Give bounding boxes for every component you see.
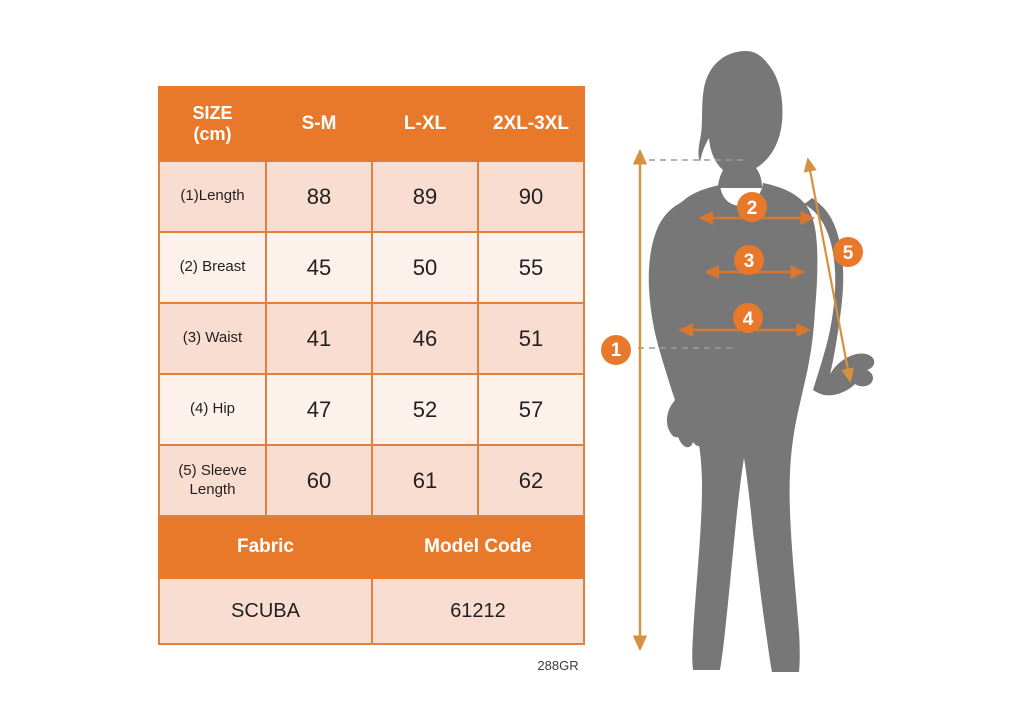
badge-sleeve: 5 [833, 237, 863, 267]
table-row: (4) Hip 47 52 57 [158, 373, 585, 446]
table-footer-value-row: SCUBA 61212 [158, 577, 585, 645]
table-row: (2) Breast 45 50 55 [158, 231, 585, 304]
cell-sleeve-2xl-3xl: 62 [477, 444, 585, 517]
cell-hip-l-xl: 52 [371, 373, 479, 446]
header-size-cell: SIZE (cm) [158, 86, 267, 162]
cell-breast-l-xl: 50 [371, 231, 479, 304]
footer-fabric-value: SCUBA [158, 577, 373, 645]
cell-length-s-m: 88 [265, 160, 373, 233]
row-label-sleeve-length: (5) Sleeve Length [158, 444, 267, 517]
badge-breast: 2 [737, 192, 767, 222]
footer-model-code-label: Model Code [371, 515, 585, 579]
cell-hip-2xl-3xl: 57 [477, 373, 585, 446]
badge-length: 1 [601, 335, 631, 365]
cell-breast-s-m: 45 [265, 231, 373, 304]
measurement-figure: 1 2 3 4 5 [596, 30, 916, 690]
table-row: (3) Waist 41 46 51 [158, 302, 585, 375]
table-row: (1)Length 88 89 90 [158, 160, 585, 233]
table-footer-header-row: Fabric Model Code [158, 515, 585, 579]
header-size-unit: (cm) [193, 124, 232, 144]
footer-fabric-label: Fabric [158, 515, 373, 579]
cell-waist-l-xl: 46 [371, 302, 479, 375]
svg-text:3: 3 [744, 251, 755, 272]
header-col-s-m: S-M [265, 86, 373, 162]
cell-waist-2xl-3xl: 51 [477, 302, 585, 375]
svg-text:1: 1 [611, 340, 622, 361]
row-label-breast: (2) Breast [158, 231, 267, 304]
arrow-sleeve [803, 157, 855, 383]
cell-waist-s-m: 41 [265, 302, 373, 375]
female-silhouette-icon [648, 51, 875, 672]
svg-text:5: 5 [843, 243, 854, 264]
row-label-length: (1)Length [158, 160, 267, 233]
footer-model-code-value: 61212 [371, 577, 585, 645]
svg-text:4: 4 [743, 309, 754, 330]
row-label-hip: (4) Hip [158, 373, 267, 446]
size-chart-table: SIZE (cm) S-M L-XL 2XL-3XL (1)Length 88 … [158, 86, 585, 645]
cell-sleeve-s-m: 60 [265, 444, 373, 517]
header-col-2xl-3xl: 2XL-3XL [477, 86, 585, 162]
row-label-waist: (3) Waist [158, 302, 267, 375]
svg-text:2: 2 [747, 198, 758, 219]
cell-hip-s-m: 47 [265, 373, 373, 446]
badge-hip: 4 [733, 303, 763, 333]
table-header-row: SIZE (cm) S-M L-XL 2XL-3XL [158, 86, 585, 162]
cell-sleeve-l-xl: 61 [371, 444, 479, 517]
cell-breast-2xl-3xl: 55 [477, 231, 585, 304]
header-size-label: SIZE [192, 103, 233, 124]
cell-length-l-xl: 89 [371, 160, 479, 233]
product-code-label: 288GR [537, 658, 579, 673]
table-row: (5) Sleeve Length 60 61 62 [158, 444, 585, 517]
badge-waist: 3 [734, 245, 764, 275]
header-col-l-xl: L-XL [371, 86, 479, 162]
cell-length-2xl-3xl: 90 [477, 160, 585, 233]
